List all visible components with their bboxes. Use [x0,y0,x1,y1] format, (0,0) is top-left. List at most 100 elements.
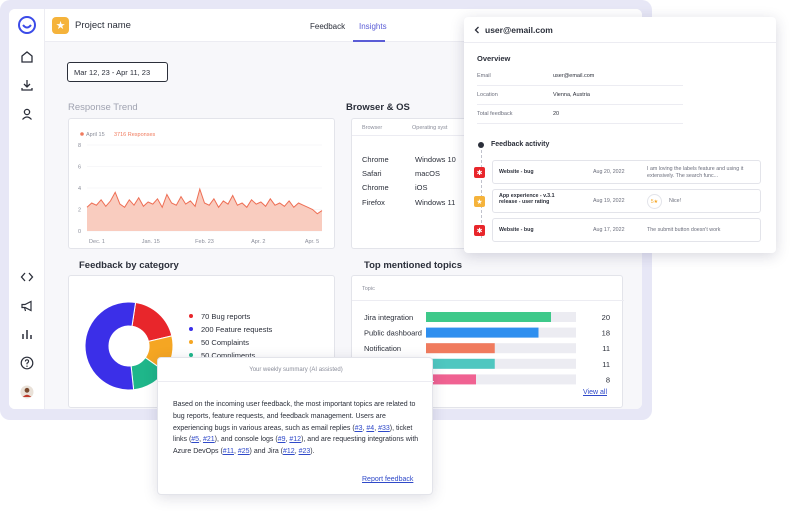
topic-label: Public dashboard [364,329,422,338]
feedback-activity-title: Feedback activity [491,141,550,148]
x-tick-label: Dec. 1 [89,239,105,245]
user-detail-panel: user@email.com Overview Email user@email… [464,17,776,253]
y-tick-label: 4 [78,186,81,192]
os-cell: iOS [415,183,428,192]
browser-os-title: Browser & OS [346,102,410,113]
topics-header: Topic [352,276,624,301]
browser-table-header: Browser Operating syst [352,119,472,136]
overview-row-location: Location Vienna, Austria [477,86,683,105]
response-trend-title: Response Trend [68,102,138,113]
date-range-picker[interactable]: Mar 12, 23 - Apr 11, 23 [67,62,168,82]
topic-bar[interactable] [426,327,539,338]
help-icon[interactable] [18,354,36,372]
activity-title: Website - bug [499,227,534,233]
y-tick-label: 2 [78,208,81,214]
sidebar [9,9,45,409]
browser-cell: Safari [362,169,382,178]
issue-link[interactable]: #33 [378,424,390,432]
topic-count: 18 [602,329,610,338]
issue-link[interactable]: #12 [283,448,295,456]
topic-bar-track [426,343,576,354]
feedback-by-category-title: Feedback by category [79,260,179,271]
column-header-topic: Topic [362,286,375,292]
bar-chart-icon[interactable] [18,325,36,343]
donut-slice-feature-requests[interactable] [84,301,137,391]
top-topics-title: Top mentioned topics [364,260,462,271]
topic-bar[interactable] [426,358,495,369]
issue-link[interactable]: #5 [191,436,200,444]
back-arrow-icon[interactable] [472,25,482,35]
megaphone-icon[interactable] [18,297,36,315]
legend-label: 50 Complaints [201,338,249,347]
topic-bar[interactable] [426,374,476,385]
summary-header: Your weekly summary (AI assisted) [158,358,434,382]
avatar[interactable] [18,383,36,401]
legend-value: 3716 Responses [114,132,156,138]
topic-count: 8 [606,375,610,384]
summary-text: Based on the incoming user feedback, the… [173,401,419,456]
field-label: Location [477,92,498,98]
legend-date: April 15 [86,132,105,138]
browser-cell: Chrome [362,183,389,192]
logo-icon[interactable] [18,16,36,34]
bug-icon: ✱ [474,225,485,236]
donut-slice-bug-reports[interactable] [131,301,173,343]
view-all-link[interactable]: View all [583,389,607,396]
field-value: user@email.com [553,73,595,79]
legend-dot [80,132,84,136]
project-name[interactable]: Project name [75,20,131,31]
browser-os-card: Browser Operating syst Chrome Windows 10… [351,118,472,249]
topic-count: 11 [602,344,610,353]
y-tick-label: 6 [78,165,81,171]
activity-item[interactable]: Website - bug Aug 17, 2022 The submit bu… [492,218,761,242]
os-cell: Windows 11 [415,198,456,207]
download-icon[interactable] [18,76,36,94]
activity-item[interactable]: Website - bug Aug 20, 2022 I am loving t… [492,160,761,184]
legend-label: 70 Bug reports [201,312,251,321]
column-header-os: Operating syst [412,125,448,131]
topic-bar[interactable] [426,312,551,322]
trend-line [86,187,323,215]
legend-swatch [189,314,193,318]
os-cell: macOS [415,169,441,178]
os-cell: Windows 10 [415,155,456,164]
field-value: 20 [553,111,560,117]
field-label: Email [477,73,491,79]
topic-count: 11 [602,360,610,369]
topic-bar[interactable] [426,343,495,354]
tab-feedback[interactable]: Feedback [310,22,346,31]
issue-link[interactable]: #23 [298,448,311,456]
x-tick-label: Apr. 2 [251,239,265,245]
x-tick-label: Feb. 23 [195,239,214,245]
response-trend-chart[interactable]: April 15 3716 Responses 0 2 4 6 8 Dec. 1 Jan.… [69,119,336,250]
bug-icon: ✱ [474,167,485,178]
user-icon[interactable] [18,105,36,123]
issue-link[interactable]: #4 [366,424,375,432]
topic-count: 20 [602,313,610,322]
topic-label: Notification [364,344,401,353]
category-donut-chart[interactable] [79,296,179,396]
active-tab-indicator [353,40,385,42]
issue-link[interactable]: #21 [202,436,215,444]
response-trend-card: April 15 3716 Responses 0 2 4 6 8 Dec. 1 Jan.… [68,118,335,249]
code-icon[interactable] [18,268,36,286]
column-header-browser: Browser [362,125,383,131]
issue-link[interactable]: #12 [289,436,302,444]
weekly-summary-card: Your weekly summary (AI assisted) Based … [157,357,434,495]
legend-swatch [189,340,193,344]
home-icon[interactable] [18,48,36,66]
activity-date: Aug 19, 2022 [593,198,625,204]
activity-text: The submit button doesn't work [647,227,721,233]
issue-link[interactable]: #25 [237,448,250,456]
issue-link[interactable]: #11 [222,448,234,456]
overview-title: Overview [477,54,511,63]
issue-link[interactable]: #9 [277,436,286,444]
legend-swatch [189,353,193,357]
browser-cell: Chrome [362,155,389,164]
tab-insights[interactable]: Insights [359,22,387,31]
report-feedback-link[interactable]: Report feedback [362,476,414,483]
overview-row-email: Email user@email.com [477,67,683,86]
activity-item[interactable]: App experience - v.3.1 release - user ra… [492,189,761,213]
activity-title: App experience - v.3.1 release - user ra… [499,193,555,206]
issue-link[interactable]: #3 [354,424,363,432]
